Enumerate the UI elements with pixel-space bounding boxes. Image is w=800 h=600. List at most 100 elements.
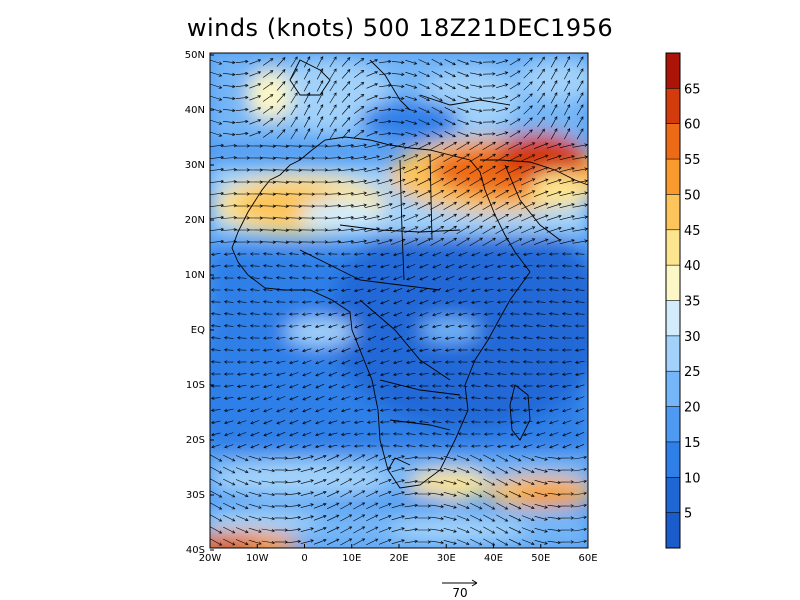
wind-arrow: [405, 83, 418, 89]
wind-arrow: [509, 360, 520, 364]
wind-arrow: [367, 372, 377, 377]
wind-arrow: [366, 538, 379, 546]
wind-arrow: [223, 396, 234, 400]
wind-arrow: [546, 202, 562, 209]
wind-arrow: [403, 154, 419, 162]
wind-arrow: [470, 384, 481, 388]
wind-arrow: [364, 143, 380, 148]
wind-arrow: [379, 396, 390, 400]
wind-arrow: [263, 444, 273, 449]
wind-arrow: [533, 238, 549, 245]
lat-label: 20S: [186, 435, 205, 446]
wind-arrow: [523, 444, 533, 449]
wind-arrow: [379, 420, 390, 424]
wind-arrow: [302, 348, 312, 353]
wind-arrow: [564, 80, 571, 92]
wind-arrow: [496, 526, 509, 534]
wind-arrow: [338, 203, 355, 208]
wind-arrow: [235, 119, 249, 124]
wind-arrow: [261, 456, 276, 461]
wind-arrow: [248, 455, 262, 461]
wind-arrow: [390, 226, 406, 233]
wind-arrow: [508, 454, 522, 462]
wind-arrow: [314, 288, 325, 292]
wind-arrow: [235, 71, 249, 76]
wind-arrow: [300, 455, 314, 460]
wind-arrow: [288, 288, 299, 292]
wind-arrow: [522, 360, 533, 364]
wind-arrow: [431, 348, 442, 352]
wind-arrow: [482, 237, 496, 247]
wind-arrow: [377, 214, 393, 221]
wind-arrow: [367, 300, 377, 305]
wind-arrow: [313, 491, 327, 497]
wind-arrow: [403, 214, 419, 222]
wind-arrow: [366, 408, 377, 412]
wind-arrow: [470, 432, 481, 436]
wind-arrow: [561, 396, 572, 401]
wind-arrow: [391, 539, 405, 545]
wind-arrow: [546, 214, 562, 221]
wind-arrow: [303, 68, 311, 80]
reference-vector: 70: [442, 579, 478, 600]
wind-arrow: [574, 348, 585, 352]
wind-arrow: [302, 432, 312, 437]
wind-arrow: [366, 252, 377, 256]
colorbar-label: 35: [684, 295, 701, 310]
wind-arrow: [351, 143, 368, 148]
wind-arrow: [443, 237, 458, 247]
wind-arrow: [418, 59, 430, 65]
wind-arrow: [574, 288, 585, 292]
wind-arrow: [417, 238, 432, 246]
wind-arrow: [223, 336, 234, 340]
wind-arrow: [535, 312, 546, 316]
wind-arrow: [303, 92, 311, 104]
wind-arrow: [470, 312, 481, 316]
wind-arrow: [521, 154, 536, 162]
wind-arrow: [482, 60, 496, 64]
wind-arrow: [559, 215, 575, 221]
wind-arrow: [521, 479, 535, 485]
wind-arrow: [379, 408, 390, 412]
wind-arrow: [235, 59, 249, 64]
border-1: [339, 224, 461, 233]
wind-arrow: [403, 178, 419, 186]
wind-arrow: [430, 516, 445, 521]
wind-arrow: [469, 153, 483, 163]
wind-arrow: [559, 239, 575, 245]
wind-arrow: [378, 478, 392, 485]
colorbar-swatch: [666, 371, 680, 407]
wind-arrow: [392, 372, 403, 377]
wind-arrow: [390, 142, 406, 149]
wind-arrow: [561, 300, 572, 304]
wind-arrow: [560, 540, 575, 544]
wind-arrow: [509, 372, 520, 376]
wind-arrow: [419, 312, 429, 317]
wind-arrow: [276, 384, 286, 389]
wind-arrow: [560, 528, 575, 532]
wind-arrow: [328, 371, 338, 377]
wind-arrow: [274, 540, 289, 544]
wind-arrow: [535, 336, 546, 340]
wind-arrow: [496, 276, 507, 280]
wind-arrow: [443, 468, 457, 473]
wind-arrow: [405, 59, 418, 65]
wind-arrow: [508, 166, 523, 174]
wind-arrow: [276, 93, 286, 103]
wind-arrow: [301, 324, 312, 328]
wind-arrow: [572, 203, 588, 208]
wind-arrow: [377, 202, 393, 209]
wind-arrow: [572, 191, 588, 196]
wind-arrow: [483, 444, 494, 448]
wind-arrow: [236, 252, 247, 256]
wind-arrow: [431, 94, 443, 102]
wind-arrow: [260, 156, 277, 160]
wind-arrow: [470, 84, 483, 89]
iberia-outline: [289, 59, 331, 96]
wind-arrow: [576, 92, 584, 104]
colorbar-label: 50: [684, 188, 701, 203]
wind-arrow: [249, 59, 262, 65]
wind-arrow: [391, 60, 405, 65]
wind-arrow: [417, 516, 432, 520]
wind-arrow: [456, 165, 470, 175]
